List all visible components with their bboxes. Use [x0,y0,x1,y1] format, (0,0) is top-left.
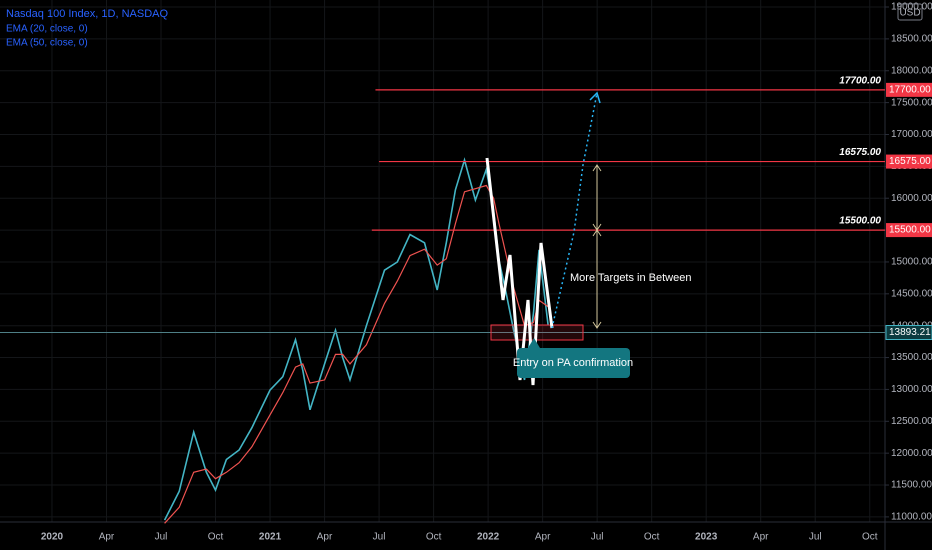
level-price-box [886,82,932,97]
x-tick-label: Apr [535,532,551,543]
level-label: 17700.00 [839,76,881,87]
currency: USD [899,8,920,19]
level-price-box [886,154,932,169]
level-price-box [886,223,932,238]
target-arrowhead [589,91,601,104]
x-tick-label: Oct [426,532,442,543]
x-tick-label: 2022 [477,532,500,543]
plot-area [0,89,885,524]
ema-line [164,184,549,524]
level-price: 17700.00 [889,85,931,96]
x-tick-label: Oct [208,532,224,543]
x-tick-label: 2020 [41,532,64,543]
level-price: 15500.00 [889,225,931,236]
y-tick-label: 12500.00 [891,416,932,427]
y-tick-label: 14500.00 [891,288,932,299]
indicator-label: EMA (50, close, 0) [6,38,88,49]
x-tick-label: Apr [753,532,769,543]
x-tick-label: Oct [644,532,660,543]
x-tick-label: Oct [862,532,878,543]
x-tick-label: Apr [99,532,115,543]
y-tick-label: 15000.00 [891,257,932,268]
x-tick-label: Jul [373,532,386,543]
y-tick-label: 19000.00 [891,2,932,13]
y-tick-label: 11500.00 [891,480,932,491]
x-tick-label: Apr [317,532,333,543]
y-tick-label: 13500.00 [891,352,932,363]
y-tick-label: 17500.00 [891,97,932,108]
labels: 11000.00 11500.00 12000.00 12500.00 13000.00… [41,2,932,543]
annotation: Entry on PA confirmation [513,357,633,369]
annotation: More Targets in Between [570,272,691,284]
y-tick-label: 18500.00 [891,34,932,45]
y-tick-label: 16000.00 [891,193,932,204]
projection-drawing [485,157,554,386]
currency-box [897,3,923,21]
last-price-box [885,324,932,340]
x-tick-label: Jul [155,532,168,543]
y-tick-label: 12000.00 [891,448,932,459]
range-arrowheads [592,164,602,329]
x-tick-label: Jul [591,532,604,543]
level-label: 15500.00 [839,216,881,227]
x-tick-label: 2023 [695,532,718,543]
y-tick-label: 18000.00 [891,65,932,76]
y-tick-label: 17000.00 [891,129,932,140]
grid [0,0,889,522]
level-price: 16575.00 [889,156,931,167]
y-tick-label: 13000.00 [891,384,932,395]
x-tick-label: 2021 [259,532,282,543]
callout-pointer [528,338,540,348]
chart-title: Nasdaq 100 Index, 1D, NASDAQ [6,8,168,20]
y-tick-label: 11000.00 [891,512,932,523]
callout-box [517,348,630,378]
last-price: 13893.21 [889,327,931,338]
x-tick-label: Jul [809,532,822,543]
level-label: 16575.00 [839,147,881,158]
indicator-label: EMA (20, close, 0) [6,24,88,35]
